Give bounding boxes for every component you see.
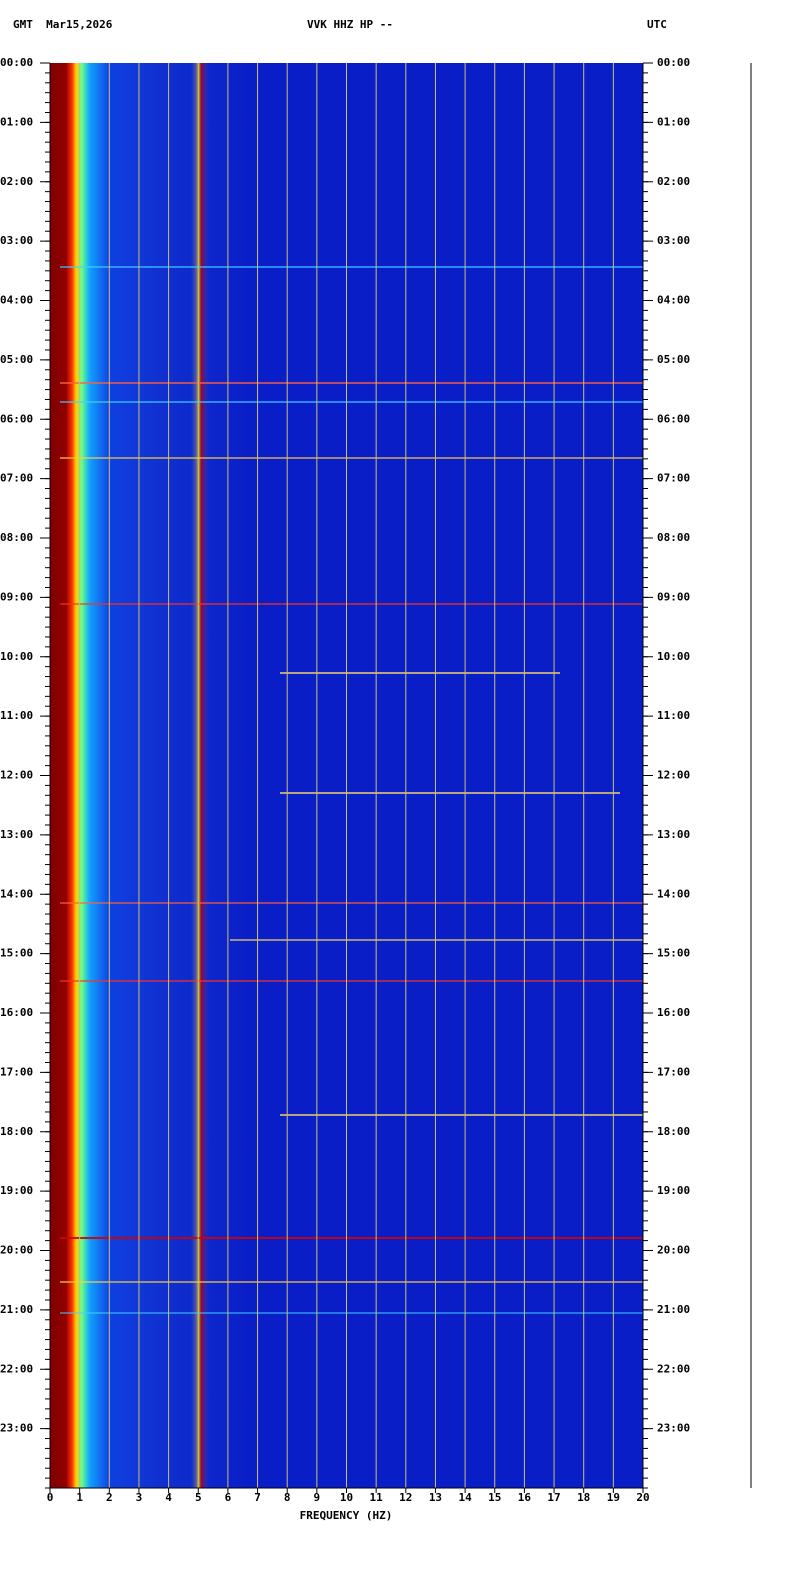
y-tick-label: 14:00 bbox=[0, 887, 33, 900]
x-tick-label: 10 bbox=[340, 1491, 353, 1504]
x-tick-label: 9 bbox=[314, 1491, 321, 1504]
x-tick-label: 12 bbox=[399, 1491, 412, 1504]
y-tick-label: 14:00 bbox=[657, 887, 690, 900]
y-tick-label: 07:00 bbox=[0, 472, 33, 485]
y-tick-label: 04:00 bbox=[657, 294, 690, 307]
y-tick-label: 07:00 bbox=[657, 472, 690, 485]
y-tick-label: 10:00 bbox=[0, 650, 33, 663]
y-tick-label: 02:00 bbox=[0, 175, 33, 188]
y-tick-label: 18:00 bbox=[657, 1125, 690, 1138]
y-tick-label: 09:00 bbox=[657, 590, 690, 603]
y-tick-label: 12:00 bbox=[0, 769, 33, 782]
x-tick-label: 19 bbox=[607, 1491, 620, 1504]
y-tick-label: 09:00 bbox=[0, 590, 33, 603]
y-tick-label: 00:00 bbox=[0, 56, 33, 69]
x-tick-label: 15 bbox=[488, 1491, 501, 1504]
y-tick-label: 19:00 bbox=[657, 1184, 690, 1197]
x-tick-label: 3 bbox=[136, 1491, 143, 1504]
y-tick-label: 13:00 bbox=[657, 828, 690, 841]
y-tick-label: 22:00 bbox=[0, 1362, 33, 1375]
x-tick-label: 11 bbox=[370, 1491, 384, 1504]
streaks bbox=[60, 266, 643, 1314]
x-tick-label: 6 bbox=[225, 1491, 232, 1504]
y-tick-label: 15:00 bbox=[0, 947, 33, 960]
y-tick-label: 11:00 bbox=[0, 709, 33, 722]
y-tick-label: 08:00 bbox=[0, 531, 33, 544]
header-left: GMT Mar15,2026 bbox=[13, 18, 113, 31]
y-tick-label: 01:00 bbox=[0, 115, 33, 128]
x-tick-label: 14 bbox=[458, 1491, 472, 1504]
x-tick-label: 18 bbox=[577, 1491, 590, 1504]
header-center: VVK HHZ HP -- bbox=[307, 18, 393, 31]
x-tick-label: 16 bbox=[518, 1491, 532, 1504]
header-right: UTC bbox=[647, 18, 667, 31]
y-tick-label: 03:00 bbox=[657, 234, 690, 247]
y-tick-label: 21:00 bbox=[657, 1303, 690, 1316]
x-tick-label: 1 bbox=[76, 1491, 83, 1504]
y-tick-label: 01:00 bbox=[657, 115, 690, 128]
y-tick-label: 08:00 bbox=[657, 531, 690, 544]
y-tick-label: 17:00 bbox=[0, 1065, 33, 1078]
y-tick-label: 11:00 bbox=[657, 709, 690, 722]
x-tick-label: 2 bbox=[106, 1491, 113, 1504]
x-tick-label: 8 bbox=[284, 1491, 291, 1504]
x-tick-label: 5 bbox=[195, 1491, 202, 1504]
x-tick-label: 13 bbox=[429, 1491, 442, 1504]
y-tick-label: 17:00 bbox=[657, 1065, 690, 1078]
x-tick-label: 20 bbox=[636, 1491, 649, 1504]
y-tick-label: 22:00 bbox=[657, 1362, 690, 1375]
y-tick-label: 04:00 bbox=[0, 294, 33, 307]
y-tick-label: 05:00 bbox=[657, 353, 690, 366]
y-tick-label: 23:00 bbox=[657, 1422, 690, 1435]
y-tick-label: 06:00 bbox=[657, 412, 690, 425]
y-tick-label: 18:00 bbox=[0, 1125, 33, 1138]
y-tick-label: 20:00 bbox=[657, 1244, 690, 1257]
x-tick-label: 17 bbox=[547, 1491, 560, 1504]
x-axis-label: FREQUENCY (HZ) bbox=[300, 1509, 393, 1522]
y-tick-label: 02:00 bbox=[657, 175, 690, 188]
y-tick-label: 20:00 bbox=[0, 1244, 33, 1257]
y-tick-label: 00:00 bbox=[657, 56, 690, 69]
y-tick-label: 12:00 bbox=[657, 769, 690, 782]
y-tick-label: 16:00 bbox=[657, 1006, 690, 1019]
y-tick-label: 23:00 bbox=[0, 1422, 33, 1435]
x-tick-label: 7 bbox=[254, 1491, 261, 1504]
y-tick-label: 05:00 bbox=[0, 353, 33, 366]
low-band bbox=[50, 63, 250, 1488]
x-tick-label: 4 bbox=[165, 1491, 172, 1504]
x-tick-label: 0 bbox=[47, 1491, 54, 1504]
y-tick-label: 06:00 bbox=[0, 412, 33, 425]
y-tick-label: 19:00 bbox=[0, 1184, 33, 1197]
y-tick-label: 13:00 bbox=[0, 828, 33, 841]
y-tick-label: 16:00 bbox=[0, 1006, 33, 1019]
band-5hz bbox=[190, 63, 210, 1488]
y-tick-label: 15:00 bbox=[657, 947, 690, 960]
y-tick-label: 21:00 bbox=[0, 1303, 33, 1316]
y-tick-label: 10:00 bbox=[657, 650, 690, 663]
y-tick-label: 03:00 bbox=[0, 234, 33, 247]
